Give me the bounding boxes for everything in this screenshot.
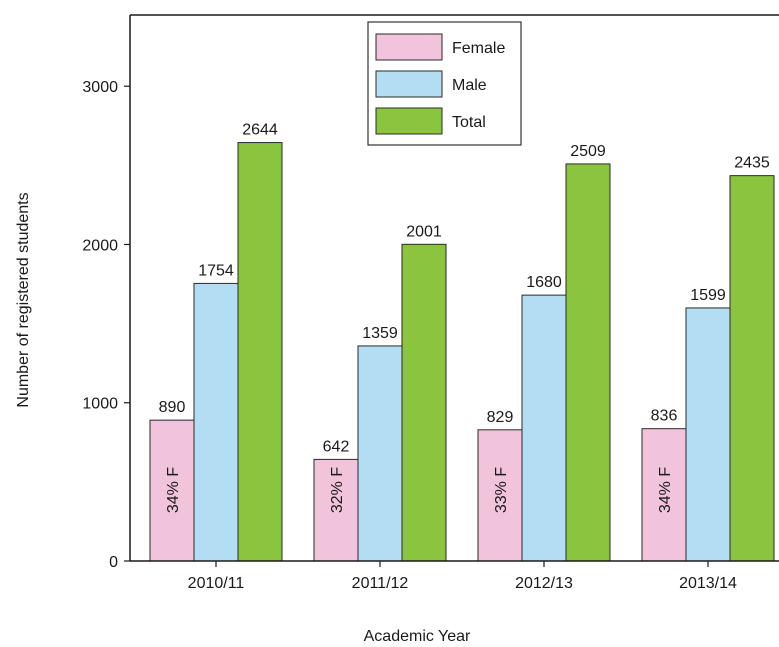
value-label-female-3: 836 <box>651 408 678 425</box>
y-tick-label-3: 3000 <box>82 79 118 96</box>
bar-male-0 <box>193 282 239 562</box>
y-tick-label-2: 2000 <box>82 237 118 254</box>
bar-female-1 <box>313 458 359 562</box>
legend-label-female: Female <box>452 40 505 57</box>
value-label-total-1: 2001 <box>406 223 442 240</box>
bar-total-0 <box>237 142 283 562</box>
bar-female-3 <box>641 428 687 562</box>
axes-layer <box>129 14 779 562</box>
bar-total-1 <box>401 243 447 562</box>
female-percent-annotation-2: 33% F <box>493 467 510 513</box>
bar-male-3 <box>685 307 731 562</box>
bar-total-3 <box>729 175 775 562</box>
female-percent-annotation-0: 34% F <box>165 467 182 513</box>
legend-swatch-male <box>375 70 443 98</box>
bar-male-2 <box>521 294 567 562</box>
y-tick-label-0: 0 <box>109 554 118 571</box>
legend-label-total: Total <box>452 114 486 131</box>
x-tick-label-3: 2013/14 <box>679 575 737 592</box>
y-axis-title: Number of registered students <box>15 192 32 407</box>
value-label-female-2: 829 <box>487 409 514 426</box>
bar-female-2 <box>477 429 523 562</box>
bar-female-0 <box>149 419 195 562</box>
legend-swatch-female <box>375 33 443 61</box>
bar-male-1 <box>357 345 403 562</box>
value-label-total-0: 2644 <box>242 122 278 139</box>
legend-label-male: Male <box>452 77 487 94</box>
value-label-female-1: 642 <box>323 438 350 455</box>
x-axis-title: Academic Year <box>364 628 471 645</box>
value-label-male-0: 1754 <box>198 262 234 279</box>
y-tick-label-1: 1000 <box>82 396 118 413</box>
ticks-layer: 2010/11 2011/12 2012/13 2013/14 0 1000 2000 300… <box>82 79 737 592</box>
value-labels-layer: 890 1754 2644 34% F 642 1359 2001 32% F 829 1680 2… <box>159 122 770 514</box>
female-percent-annotation-3: 34% F <box>657 467 674 513</box>
x-tick-label-2: 2012/13 <box>515 575 573 592</box>
value-label-male-3: 1599 <box>690 287 726 304</box>
female-percent-annotation-1: 32% F <box>329 467 346 513</box>
x-tick-label-1: 2011/12 <box>352 575 409 592</box>
value-label-male-1: 1359 <box>362 325 398 342</box>
value-label-female-0: 890 <box>159 399 186 416</box>
value-label-total-3: 2435 <box>734 155 770 172</box>
legend: Female Male Total <box>367 21 522 146</box>
bars-layer <box>149 142 775 562</box>
legend-swatch-total <box>375 107 443 135</box>
bar-total-2 <box>565 163 611 562</box>
value-label-male-2: 1680 <box>526 274 562 291</box>
x-tick-label-0: 2010/11 <box>188 575 245 592</box>
value-label-total-2: 2509 <box>570 143 606 160</box>
